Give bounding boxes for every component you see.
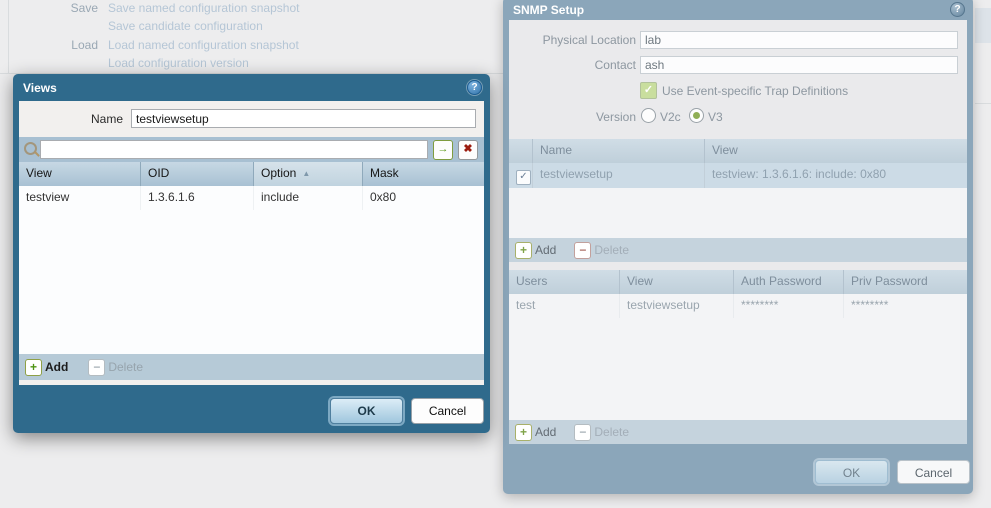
background-divider-right	[975, 103, 991, 104]
search-input[interactable]	[40, 140, 428, 159]
snmp-views-table-toolbar: + Add − Delete	[509, 238, 967, 262]
search-bar: → ✖	[19, 137, 484, 162]
clear-filter-icon[interactable]: ✖	[458, 140, 478, 160]
view-cell: testview	[19, 186, 141, 210]
menu-item-save-named-snapshot: Save named configuration snapshot	[108, 1, 300, 15]
physical-location-label: Physical Location	[542, 33, 636, 47]
background-corner-panel	[975, 8, 991, 43]
background-divider	[0, 73, 503, 74]
snmp-setup-dialog: SNMP Setup ? Physical Location Contact U…	[503, 0, 973, 494]
dialog-title: SNMP Setup	[513, 3, 585, 17]
add-icon: +	[25, 358, 42, 376]
name-input[interactable]	[131, 109, 476, 128]
help-icon[interactable]: ?	[950, 2, 965, 17]
ok-button[interactable]: OK	[815, 460, 888, 484]
add-icon: +	[515, 423, 532, 441]
menu-load-label: Load	[71, 38, 98, 52]
trap-definitions-label: Use Event-specific Trap Definitions	[662, 84, 849, 98]
search-icon	[24, 142, 37, 155]
version-v3-radio[interactable]	[689, 108, 704, 123]
cancel-button[interactable]: Cancel	[411, 398, 484, 424]
add-button[interactable]: Add	[45, 360, 69, 374]
contact-label: Contact	[594, 58, 636, 72]
views-table-empty	[19, 210, 484, 354]
version-label: Version	[595, 110, 636, 124]
row-name-cell: testviewsetup	[533, 163, 705, 188]
add-button[interactable]: Add	[535, 243, 557, 257]
delete-icon: −	[574, 241, 592, 259]
oid-cell: 1.3.6.1.6	[141, 186, 254, 210]
snmp-users-table-header: Users View Auth Password Priv Password	[509, 270, 967, 294]
add-icon: +	[515, 241, 532, 259]
name-label: Name	[90, 112, 123, 126]
views-dialog: Views ? Name → ✖ View OID Option ▲ Mask t…	[13, 74, 490, 433]
delete-button: Delete	[594, 243, 630, 257]
view-column-header[interactable]: View	[712, 143, 738, 157]
cancel-button[interactable]: Cancel	[897, 460, 970, 484]
snmp-views-table-header: Name View	[509, 139, 967, 163]
ok-button[interactable]: OK	[330, 398, 403, 424]
cancel-button-label: Cancel	[428, 404, 467, 418]
trap-definitions-checkbox[interactable]	[640, 82, 657, 99]
snmp-dialog-content: Physical Location Contact Use Event-spec…	[509, 20, 967, 444]
priv-password-cell: ********	[851, 298, 889, 312]
row-view-cell: testview: 1.3.6.1.6: include: 0x80	[712, 167, 887, 181]
view-column-header[interactable]: View	[19, 162, 141, 186]
row-checkbox[interactable]	[516, 170, 531, 185]
oid-column-header[interactable]: OID	[141, 162, 254, 186]
delete-button: Delete	[108, 360, 144, 374]
delete-button: Delete	[594, 425, 630, 439]
version-v3-label: V3	[708, 110, 723, 124]
auth-password-column-header[interactable]: Auth Password	[734, 270, 844, 294]
physical-location-input[interactable]	[640, 31, 958, 49]
mask-cell: 0x80	[370, 190, 397, 204]
contact-input[interactable]	[640, 56, 958, 74]
user-view-cell: testviewsetup	[620, 294, 734, 318]
add-button[interactable]: Add	[535, 425, 557, 439]
menu-item-load-config-version: Load configuration version	[108, 56, 249, 70]
version-v2c-radio[interactable]	[641, 108, 656, 123]
option-column-label: Option	[261, 166, 297, 180]
ok-button-label: OK	[842, 466, 861, 480]
delete-icon: −	[88, 358, 106, 376]
views-dialog-content: Name → ✖ View OID Option ▲ Mask testview …	[19, 101, 484, 385]
help-icon[interactable]: ?	[467, 80, 482, 95]
snmp-users-table-empty	[509, 318, 967, 420]
checkbox-column-header[interactable]	[509, 139, 533, 163]
views-table-toolbar: + Add − Delete	[19, 354, 484, 380]
option-cell: include	[254, 186, 363, 210]
snmp-users-table-toolbar: + Add − Delete	[509, 420, 967, 444]
sort-asc-icon: ▲	[302, 169, 311, 178]
name-column-header[interactable]: Name	[533, 139, 705, 163]
delete-icon: −	[574, 423, 592, 441]
view-column-header[interactable]: View	[620, 270, 734, 294]
users-column-header[interactable]: Users	[509, 270, 620, 294]
priv-password-column-header[interactable]: Priv Password	[851, 274, 928, 288]
option-column-header[interactable]: Option ▲	[254, 162, 363, 186]
cancel-button-label: Cancel	[914, 466, 953, 480]
menu-item-save-candidate: Save candidate configuration	[108, 19, 263, 33]
dialog-title: Views	[23, 81, 57, 95]
auth-password-cell: ********	[734, 294, 844, 318]
snmp-views-table-row[interactable]: testviewsetup testview: 1.3.6.1.6: inclu…	[509, 163, 967, 189]
views-table-header: View OID Option ▲ Mask	[19, 162, 484, 186]
views-table-row[interactable]: testview 1.3.6.1.6 include 0x80	[19, 186, 484, 211]
ok-button-label: OK	[357, 404, 376, 418]
version-v2c-label: V2c	[660, 110, 681, 124]
snmp-views-table-empty	[509, 188, 967, 238]
apply-filter-icon[interactable]: →	[433, 140, 453, 160]
mask-column-header[interactable]: Mask	[370, 166, 399, 180]
menu-save-label: Save	[70, 1, 98, 15]
background-panel-edge	[8, 0, 9, 73]
menu-item-load-named-snapshot: Load named configuration snapshot	[108, 38, 299, 52]
snmp-users-table-row[interactable]: test testviewsetup ******** ********	[509, 294, 967, 319]
user-cell: test	[509, 294, 620, 318]
